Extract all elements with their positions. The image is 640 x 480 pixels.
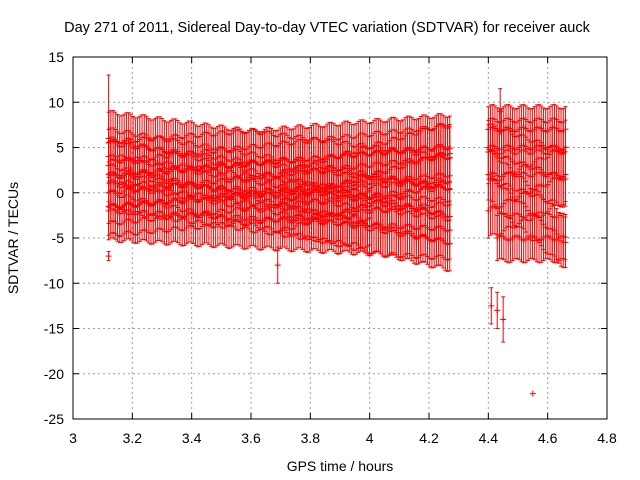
chart-title: Day 271 of 2011, Sidereal Day-to-day VTE…	[64, 20, 590, 36]
data-series-layer	[105, 74, 569, 397]
